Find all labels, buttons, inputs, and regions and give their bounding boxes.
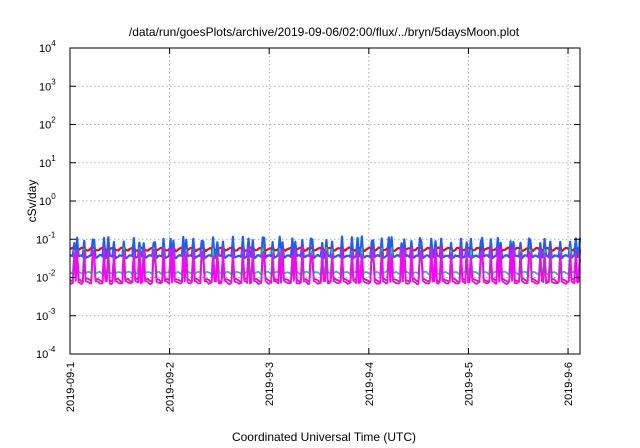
y-tick-label: 10-1 [36,230,56,246]
y-tick-exponent: 3 [51,77,56,86]
x-tick-label: 2019-09-1 [65,362,77,412]
y-tick-label: 103 [39,77,56,93]
series-line [69,235,582,260]
y-axis-title: cSv/day [25,180,39,223]
y-tick-exponent: -3 [48,307,56,316]
series-line [69,245,581,286]
y-tick-label: 10-2 [36,269,56,285]
x-tick-label: 2019-9-6 [563,362,575,406]
series-group [69,235,582,286]
x-axis-title: Coordinated Universal Time (UTC) [232,430,416,444]
y-tick-exponent: 1 [51,154,56,163]
y-tick-label: 10-3 [36,307,56,323]
x-tick-label: 2019-09-2 [165,362,177,412]
chart-title: /data/run/goesPlots/archive/2019-09-06/0… [129,25,520,39]
x-tick-label: 2019-9-4 [364,362,376,406]
grid [70,48,580,354]
y-tick-exponent: -4 [48,345,56,354]
x-tick-label: 2019-9-3 [264,362,276,406]
y-tick-exponent: -1 [48,230,56,239]
y-tick-label: 101 [39,154,56,170]
y-tick-label: 104 [39,39,56,55]
y-tick-exponent: 4 [51,39,56,48]
x-tick-label: 2019-9-5 [463,362,475,406]
x-axis: 2019-09-1 2019-09-2 2019-9-3 2019-9-4 2019-9… [65,48,575,412]
y-tick-exponent: 2 [51,116,56,125]
y-tick-label: 102 [39,116,56,132]
y-tick-label: 100 [39,192,56,208]
y-tick-label: 10-4 [36,345,56,361]
y-tick-exponent: 0 [51,192,56,201]
y-tick-exponent: -2 [48,269,56,278]
